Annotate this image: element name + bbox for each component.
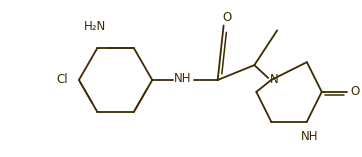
Text: H₂N: H₂N [84,20,106,33]
Text: O: O [222,11,231,24]
Text: NH: NH [301,130,319,143]
Text: O: O [351,85,360,98]
Text: N: N [270,73,278,87]
Text: Cl: Cl [56,73,68,87]
Text: NH: NH [174,73,192,86]
